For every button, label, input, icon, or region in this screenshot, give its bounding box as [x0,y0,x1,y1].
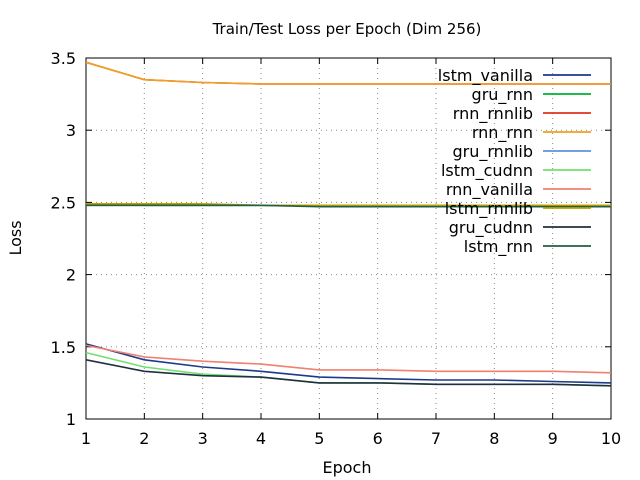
x-tick-label: 6 [373,429,383,448]
legend-label: gru_rnn [472,85,533,105]
x-tick-label: 5 [314,429,324,448]
legend-label: rnn_rnn [472,123,533,143]
y-tick-label: 1.5 [51,338,76,357]
x-tick-label: 1 [81,429,91,448]
legend-label: lstm_cudnn [441,161,533,181]
axis-ticks: 1 2 3 4 5 6 7 8 9 10 1 1.5 2 2.5 3 3.5 [51,49,622,448]
y-axis-label: Loss [6,220,25,255]
grid [86,58,611,419]
series-line-rnn-vanilla [85,344,612,374]
legend-label: rnn_vanilla [446,180,533,200]
series-line-rnn-rnn [85,61,611,85]
x-tick-label: 3 [198,429,208,448]
y-tick-label: 1 [66,410,76,429]
legend-label: gru_cudnn [449,218,533,238]
x-tick-label: 10 [601,429,621,448]
legend-label: gru_rnnlib [453,142,534,162]
series-lines [85,61,612,387]
y-tick-label: 3.5 [51,49,76,68]
x-tick-label: 9 [548,429,558,448]
series-line-lstm-rnn [86,204,611,208]
x-tick-label: 2 [139,429,149,448]
plot-frame [85,57,612,420]
x-tick-label: 4 [256,429,266,448]
series-line-lstm-vanilla [85,343,612,384]
series-line-lstm-rnnlib [86,203,611,207]
y-tick-label: 2 [66,266,76,285]
legend-label: lstm_vanilla [438,66,533,86]
x-axis-label: Epoch [323,458,372,477]
y-tick-label: 2.5 [51,193,76,212]
chart-title: Train/Test Loss per Epoch (Dim 256) [212,20,482,38]
y-tick-label: 3 [66,121,76,140]
series-line-gru-cudnn [85,359,612,387]
legend-label: rnn_rnnlib [453,104,533,124]
legend: lstm_vanillagru_rnnrnn_rnnlibrnn_rnngru_… [438,66,591,257]
x-tick-label: 8 [489,429,499,448]
legend-label: lstm_rnnlib [445,199,533,219]
legend-label: lstm_rnn [464,237,533,257]
x-tick-label: 7 [431,429,441,448]
